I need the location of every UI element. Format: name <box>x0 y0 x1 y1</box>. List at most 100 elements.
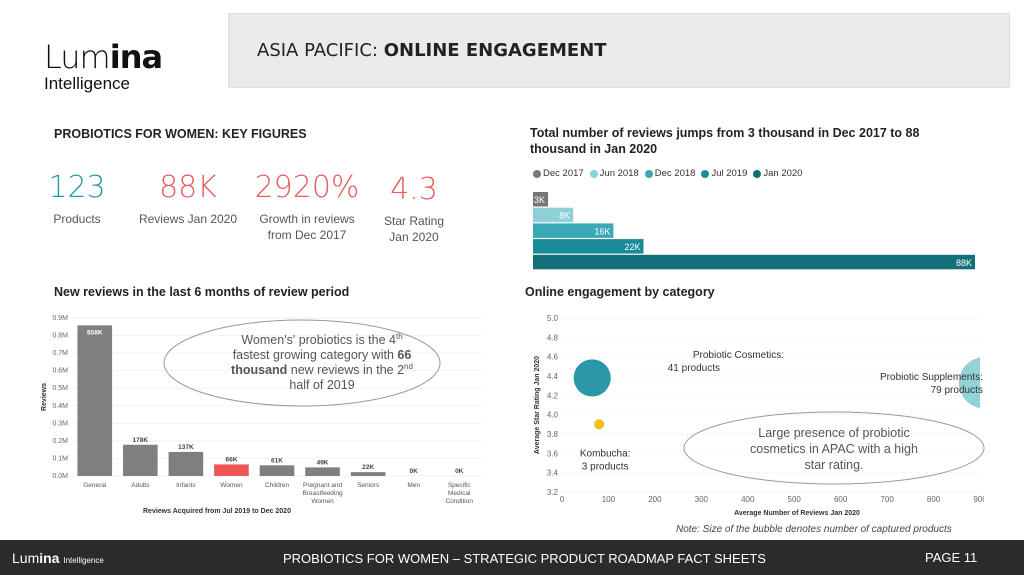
kf-label: Products <box>53 212 101 226</box>
callout-line-3: star rating. <box>804 458 863 472</box>
callout-ellipse <box>683 411 985 485</box>
bar-label: 22K <box>362 464 374 471</box>
x-tick-label: 200 <box>648 495 662 504</box>
callout-line-2: fastest growing category with 66 <box>233 348 412 362</box>
kf-growth: 2920% Growth in reviews from Dec 2017 <box>252 170 362 243</box>
bar <box>168 451 204 476</box>
legend-item: Jan 2020 <box>753 168 802 179</box>
callout-line-4: half of 2019 <box>289 378 354 392</box>
bar-label: 0K <box>410 468 419 475</box>
womens-callout: Women's' probiotics is the 4th fastest g… <box>163 319 441 407</box>
x-tick-label: Women <box>311 498 334 505</box>
bar-label: 178K <box>133 437 149 444</box>
callout-line-1: Women's' probiotics is the 4th <box>241 332 402 347</box>
x-tick-label: Specific <box>448 482 472 489</box>
bar-label: 16K <box>594 226 610 236</box>
bar <box>533 192 549 207</box>
footer-bar: Lumina Intelligence PROBIOTICS FOR WOMEN… <box>0 540 1024 575</box>
bubble <box>594 419 605 430</box>
kf-reviews: 88K Reviews Jan 2020 <box>138 170 238 227</box>
y-tick-label: 4.0 <box>547 411 559 420</box>
engagement-bubble-chart: Average Star Rating Jan 2020 3.2 3.4 3.6 3.8… <box>534 314 984 517</box>
callout-line-2: cosmetics in APAC with a high <box>750 442 918 456</box>
y-tick-label: 3.4 <box>547 469 559 478</box>
bubble <box>958 357 980 409</box>
callout-line-3: thousand new reviews in the 2nd <box>231 362 413 377</box>
header-banner: ASIA PACIFIC: ONLINE ENGAGEMENT <box>228 13 1010 88</box>
new-reviews-title: New reviews in the last 6 months of revi… <box>54 285 350 299</box>
bar <box>214 464 249 476</box>
legend-swatch <box>644 169 653 178</box>
x-tick-label: Breastfeeding <box>302 490 342 497</box>
legend-swatch <box>753 169 762 178</box>
apac-callout: Large presence of probiotic cosmetics in… <box>683 411 985 485</box>
footer-logo: Lumina Intelligence <box>12 550 104 566</box>
bar-label: 8K <box>559 211 570 221</box>
x-axis-label: Reviews Acquired from Jul 2019 to Dec 20… <box>143 508 291 515</box>
bar-label: 137K <box>178 444 194 451</box>
x-tick-label: Condition <box>445 498 473 505</box>
key-figures-title: PROBIOTICS FOR WOMEN: KEY FIGURES <box>54 127 307 141</box>
x-tick-label: 600 <box>834 495 848 504</box>
reviews-legend: Dec 2017 Jun 2018 Dec 2018 Jul 2019 Jan 2020 <box>533 168 802 179</box>
x-tick-label: Adults <box>131 482 150 489</box>
x-tick-label: 0 <box>560 495 565 504</box>
x-tick-label: General <box>83 482 107 489</box>
engagement-title: Online engagement by category <box>525 285 715 299</box>
x-axis-label: Average Number of Reviews Jan 2020 <box>734 510 860 517</box>
x-tick-label: Children <box>265 482 290 489</box>
y-tick-label: 3.2 <box>547 488 559 497</box>
y-tick-label: 0.5M <box>52 385 68 392</box>
x-tick-label: 100 <box>602 495 616 504</box>
y-tick-label: 0.4M <box>52 403 68 410</box>
legend-swatch <box>701 169 710 178</box>
legend-label: Jan 2020 <box>763 168 803 179</box>
kf-value: 123 <box>48 170 106 205</box>
logo-subtitle: Intelligence <box>44 74 131 93</box>
legend-label: Jul 2019 <box>711 168 748 179</box>
legend-item: Dec 2018 <box>644 168 696 179</box>
kf-value: 88K <box>159 170 217 205</box>
x-tick-label: Medical <box>448 490 471 497</box>
x-tick-label: 700 <box>880 495 894 504</box>
callout-line-1: Large presence of probiotic <box>758 426 909 440</box>
x-tick-label: Infants <box>176 482 196 489</box>
x-tick-label: 500 <box>788 495 802 504</box>
lumina-logo: Lumina Intelligence <box>44 38 163 94</box>
bubble-label: Kombucha: <box>580 448 631 459</box>
bar-label: 22K <box>624 242 640 252</box>
x-tick-label: Women <box>220 482 243 489</box>
kf-value: 4.3 <box>390 172 438 207</box>
legend-item: Dec 2017 <box>533 168 584 179</box>
bar <box>77 325 113 476</box>
y-tick-label: 4.2 <box>547 391 559 400</box>
bar-label: 66K <box>225 456 237 463</box>
x-tick-label: 900 <box>973 495 984 504</box>
bar-label: 0K <box>455 468 464 475</box>
bubble-size-note: Note: Size of the bubble denotes number … <box>676 524 952 535</box>
logo-wordmark: Lumina <box>44 38 163 76</box>
footer-title: PROBIOTICS FOR WOMEN – STRATEGIC PRODUCT… <box>283 551 766 566</box>
y-tick-label: 0.7M <box>52 350 68 357</box>
x-tick-label: Men <box>407 482 420 489</box>
y-tick-label: 4.4 <box>547 372 559 381</box>
bubble-label: 79 products <box>931 385 983 396</box>
y-tick-label: 0.6M <box>52 368 68 375</box>
kf-label: Reviews Jan 2020 <box>138 212 238 226</box>
y-axis-label: Reviews <box>41 383 48 411</box>
y-tick-label: 3.8 <box>547 430 559 439</box>
legend-swatch <box>589 169 598 178</box>
bar <box>533 207 574 223</box>
kf-label: Star Rating Jan 2020 <box>383 214 445 244</box>
bar <box>350 472 386 476</box>
bar <box>533 223 614 238</box>
legend-label: Dec 2017 <box>543 168 584 179</box>
legend-label: Dec 2018 <box>654 168 696 179</box>
bar-label: 3K <box>534 195 545 205</box>
x-tick-label: Seniors <box>357 482 380 489</box>
bubble-label: Probiotic Supplements: <box>880 372 983 383</box>
y-tick-label: 0.1M <box>52 455 68 462</box>
y-tick-label: 0.3M <box>52 420 68 427</box>
reviews-bar-chart: 3K 8K 16K 22K 88K <box>533 192 975 270</box>
